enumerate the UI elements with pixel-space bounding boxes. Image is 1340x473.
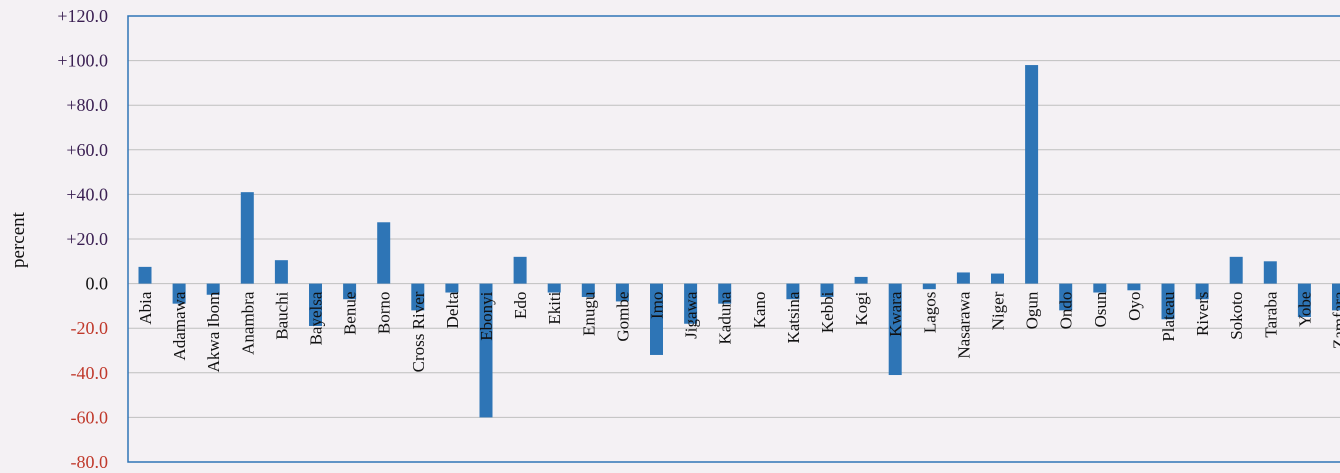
x-tick-label: Delta: [443, 291, 462, 328]
x-tick-label: Bayelsa: [307, 291, 326, 345]
x-tick-label: Cross River: [409, 291, 428, 372]
x-tick-label: Plateau: [1159, 291, 1178, 342]
bar: [411, 283, 425, 311]
x-tick-label: Katsina: [784, 291, 803, 343]
bar: [1127, 283, 1141, 291]
x-tick-label: Ekiti: [545, 291, 564, 324]
x-tick-label: Oyo: [1125, 292, 1144, 321]
x-tick-label: Lagos: [920, 292, 939, 334]
bar: [1059, 283, 1073, 311]
y-tick-labels: +120.0 +100.0 +80.0 +60.0 +40.0 +20.0 0.0 -20.0…: [57, 6, 108, 472]
x-tick-label: Ogun: [1023, 291, 1042, 329]
x-tick-label: Kogi: [852, 291, 871, 325]
y-tick-label: -80.0: [71, 452, 109, 472]
x-tick-label: Bauchi: [272, 291, 291, 339]
x-tick-label: Anambra: [238, 291, 257, 355]
bar: [206, 283, 220, 295]
x-tick-label: Kebbi: [818, 291, 837, 333]
x-tick-label: Osun: [1091, 291, 1110, 327]
bar: [309, 283, 322, 326]
y-tick-label: -20.0: [71, 318, 109, 338]
x-tick-label: Benue: [341, 292, 360, 335]
bar: [581, 283, 595, 297]
x-tick-label: Akwa Ibom: [204, 292, 223, 373]
bar: [1229, 256, 1243, 284]
bar: [1161, 283, 1175, 320]
x-tick-label: Kaduna: [716, 291, 735, 344]
bars: [138, 65, 1340, 418]
bar: [820, 283, 834, 297]
x-tick-label: Adamawa: [170, 291, 189, 360]
bar: [343, 283, 357, 300]
bar: [956, 272, 970, 284]
x-tick-label: Abia: [136, 291, 155, 325]
bar: [1297, 283, 1311, 318]
x-tick-label: Sokoto: [1227, 292, 1246, 340]
bar: [888, 283, 902, 376]
bar: [718, 283, 732, 304]
x-tick-label: Nasarawa: [954, 291, 973, 358]
bar: [684, 283, 698, 324]
bar: [991, 273, 1004, 284]
plot-frame: [127, 15, 1340, 463]
grid-lines: [128, 60, 1340, 418]
x-tick-label: Ondo: [1057, 292, 1076, 330]
bar: [1263, 261, 1277, 284]
y-tick-label: 0.0: [86, 274, 109, 294]
bar: [547, 283, 561, 293]
y-tick-label: +40.0: [66, 184, 108, 204]
x-tick-label: Gombe: [613, 292, 632, 342]
bar: [138, 266, 152, 284]
x-tick-label: Niger: [989, 291, 1008, 330]
x-tick-label: Edo: [511, 292, 530, 319]
bar: [1195, 283, 1209, 300]
y-tick-label: +100.0: [57, 51, 108, 71]
y-tick-label: +60.0: [66, 140, 108, 160]
bar: [854, 276, 868, 284]
bar: [172, 283, 186, 304]
bar: [615, 283, 629, 302]
y-tick-label: +20.0: [66, 229, 108, 249]
x-tick-label: Taraba: [1261, 291, 1280, 337]
bar: [377, 222, 391, 284]
x-tick-labels: Abia Adamawa Akwa Ibom Anambra Bauchi Bayelsa…: [136, 291, 1340, 372]
x-tick-label: Zamfara: [1330, 291, 1340, 349]
bar: [513, 256, 527, 284]
y-tick-label: -40.0: [71, 363, 109, 383]
y-tick-label: +80.0: [66, 95, 108, 115]
x-tick-label: Kano: [750, 292, 769, 329]
y-axis-label: percent: [8, 211, 29, 268]
x-tick-label: Yobe: [1295, 292, 1314, 327]
x-tick-label: Imo: [648, 292, 667, 319]
x-tick-label: Jigawa: [682, 291, 701, 339]
bar: [650, 283, 663, 355]
bar: [240, 192, 254, 284]
bar: [1332, 283, 1340, 311]
bar: [786, 283, 800, 300]
bar: [445, 283, 459, 293]
bar: [1093, 283, 1107, 293]
bar: [922, 283, 936, 290]
x-tick-label: Kwara: [886, 291, 905, 337]
bar: [274, 260, 288, 284]
bar: [479, 283, 493, 418]
x-tick-label: Enugu: [579, 291, 598, 336]
y-tick-label: +120.0: [57, 6, 108, 26]
x-tick-label: Borno: [375, 292, 394, 335]
x-tick-label: Ebonyi: [477, 291, 496, 340]
y-tick-label: -60.0: [71, 407, 109, 427]
x-tick-label: Rivers: [1193, 292, 1212, 336]
bar: [1025, 65, 1039, 284]
